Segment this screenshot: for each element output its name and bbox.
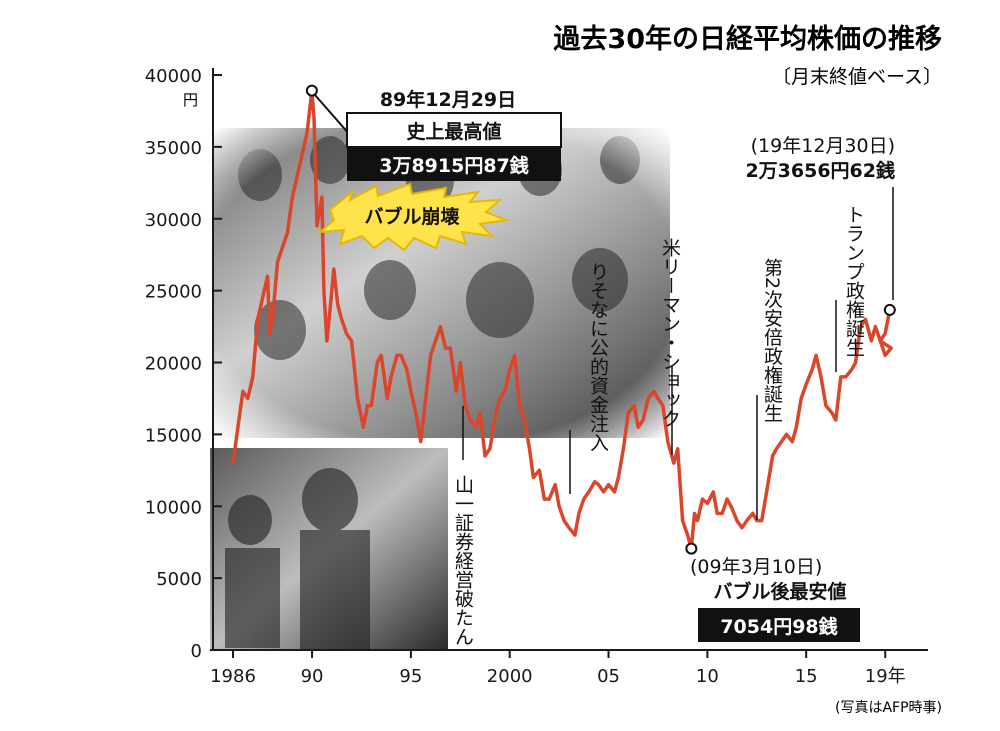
latest-marker <box>883 303 896 316</box>
bubble-burst-label: バブル崩壊 <box>364 205 460 228</box>
x-tick-label: 90 <box>301 666 324 687</box>
nikkei-line <box>231 88 893 551</box>
line-markers <box>305 84 896 555</box>
lehman-label: 米リーマン・ショック <box>659 238 681 428</box>
x-tick-label: 05 <box>597 666 620 687</box>
y-tick-label: 25000 <box>145 282 202 303</box>
y-tick-label: 35000 <box>145 138 202 159</box>
y-unit-label: 円 <box>183 91 198 109</box>
chart-title: 過去30年の日経平均株価の推移 <box>553 23 942 55</box>
x-tick-label: 10 <box>696 666 719 687</box>
x-tick-label: 95 <box>399 666 422 687</box>
y-tick-label: 0 <box>191 641 202 662</box>
peak-title: 史上最高値 <box>406 120 501 143</box>
photo-credit: (写真はAFP時事) <box>835 700 942 716</box>
x-ticks: 1986 90 95 2000 05 10 15 19年 <box>210 650 906 687</box>
chart-subtitle: 〔月末終値ベース〕 <box>772 66 942 88</box>
peak-value: 3万8915円87銭 <box>379 154 529 177</box>
press-conference-photo <box>210 448 448 650</box>
y-tick-label: 15000 <box>145 425 202 446</box>
x-tick-label: 15 <box>795 666 818 687</box>
low-value: 7054円98銭 <box>720 615 837 638</box>
trump-label: トランプ政権誕生 <box>843 205 865 357</box>
x-tick-label: 1986 <box>210 666 256 687</box>
bubble-burst-starburst <box>317 182 510 252</box>
resona-label: りそなに公的資金注入 <box>587 262 609 452</box>
latest-value-label: 2万3656円62銭 <box>745 159 895 182</box>
y-tick-label: 40000 <box>145 66 202 87</box>
abe-label: 第2次安倍政権誕生 <box>761 258 783 422</box>
y-tick-label: 5000 <box>156 569 202 590</box>
peak-date-label: 89年12月29日 <box>380 88 516 111</box>
peak-value-box <box>347 147 561 181</box>
low-title: バブル後最安値 <box>713 580 846 603</box>
peak-leader-line <box>314 94 351 136</box>
y-tick-label: 20000 <box>145 354 202 375</box>
low-value-box <box>698 608 860 642</box>
peak-marker <box>305 84 318 97</box>
latest-date-label: (19年12月30日) <box>751 135 895 157</box>
yamaichi-label: 山一証券経営破たん <box>452 475 474 646</box>
y-tick-label: 30000 <box>145 210 202 231</box>
y-tick-label: 10000 <box>145 497 202 518</box>
x-tick-label: 2000 <box>487 666 533 687</box>
x-tick-label: 19年 <box>865 666 906 687</box>
low-marker <box>685 542 698 555</box>
y-ticks: 0 5000 10000 15000 20000 25000 30000 35000 40000 <box>145 66 222 662</box>
peak-title-box <box>346 112 562 148</box>
low-date-label: (09年3月10日) <box>690 556 822 578</box>
